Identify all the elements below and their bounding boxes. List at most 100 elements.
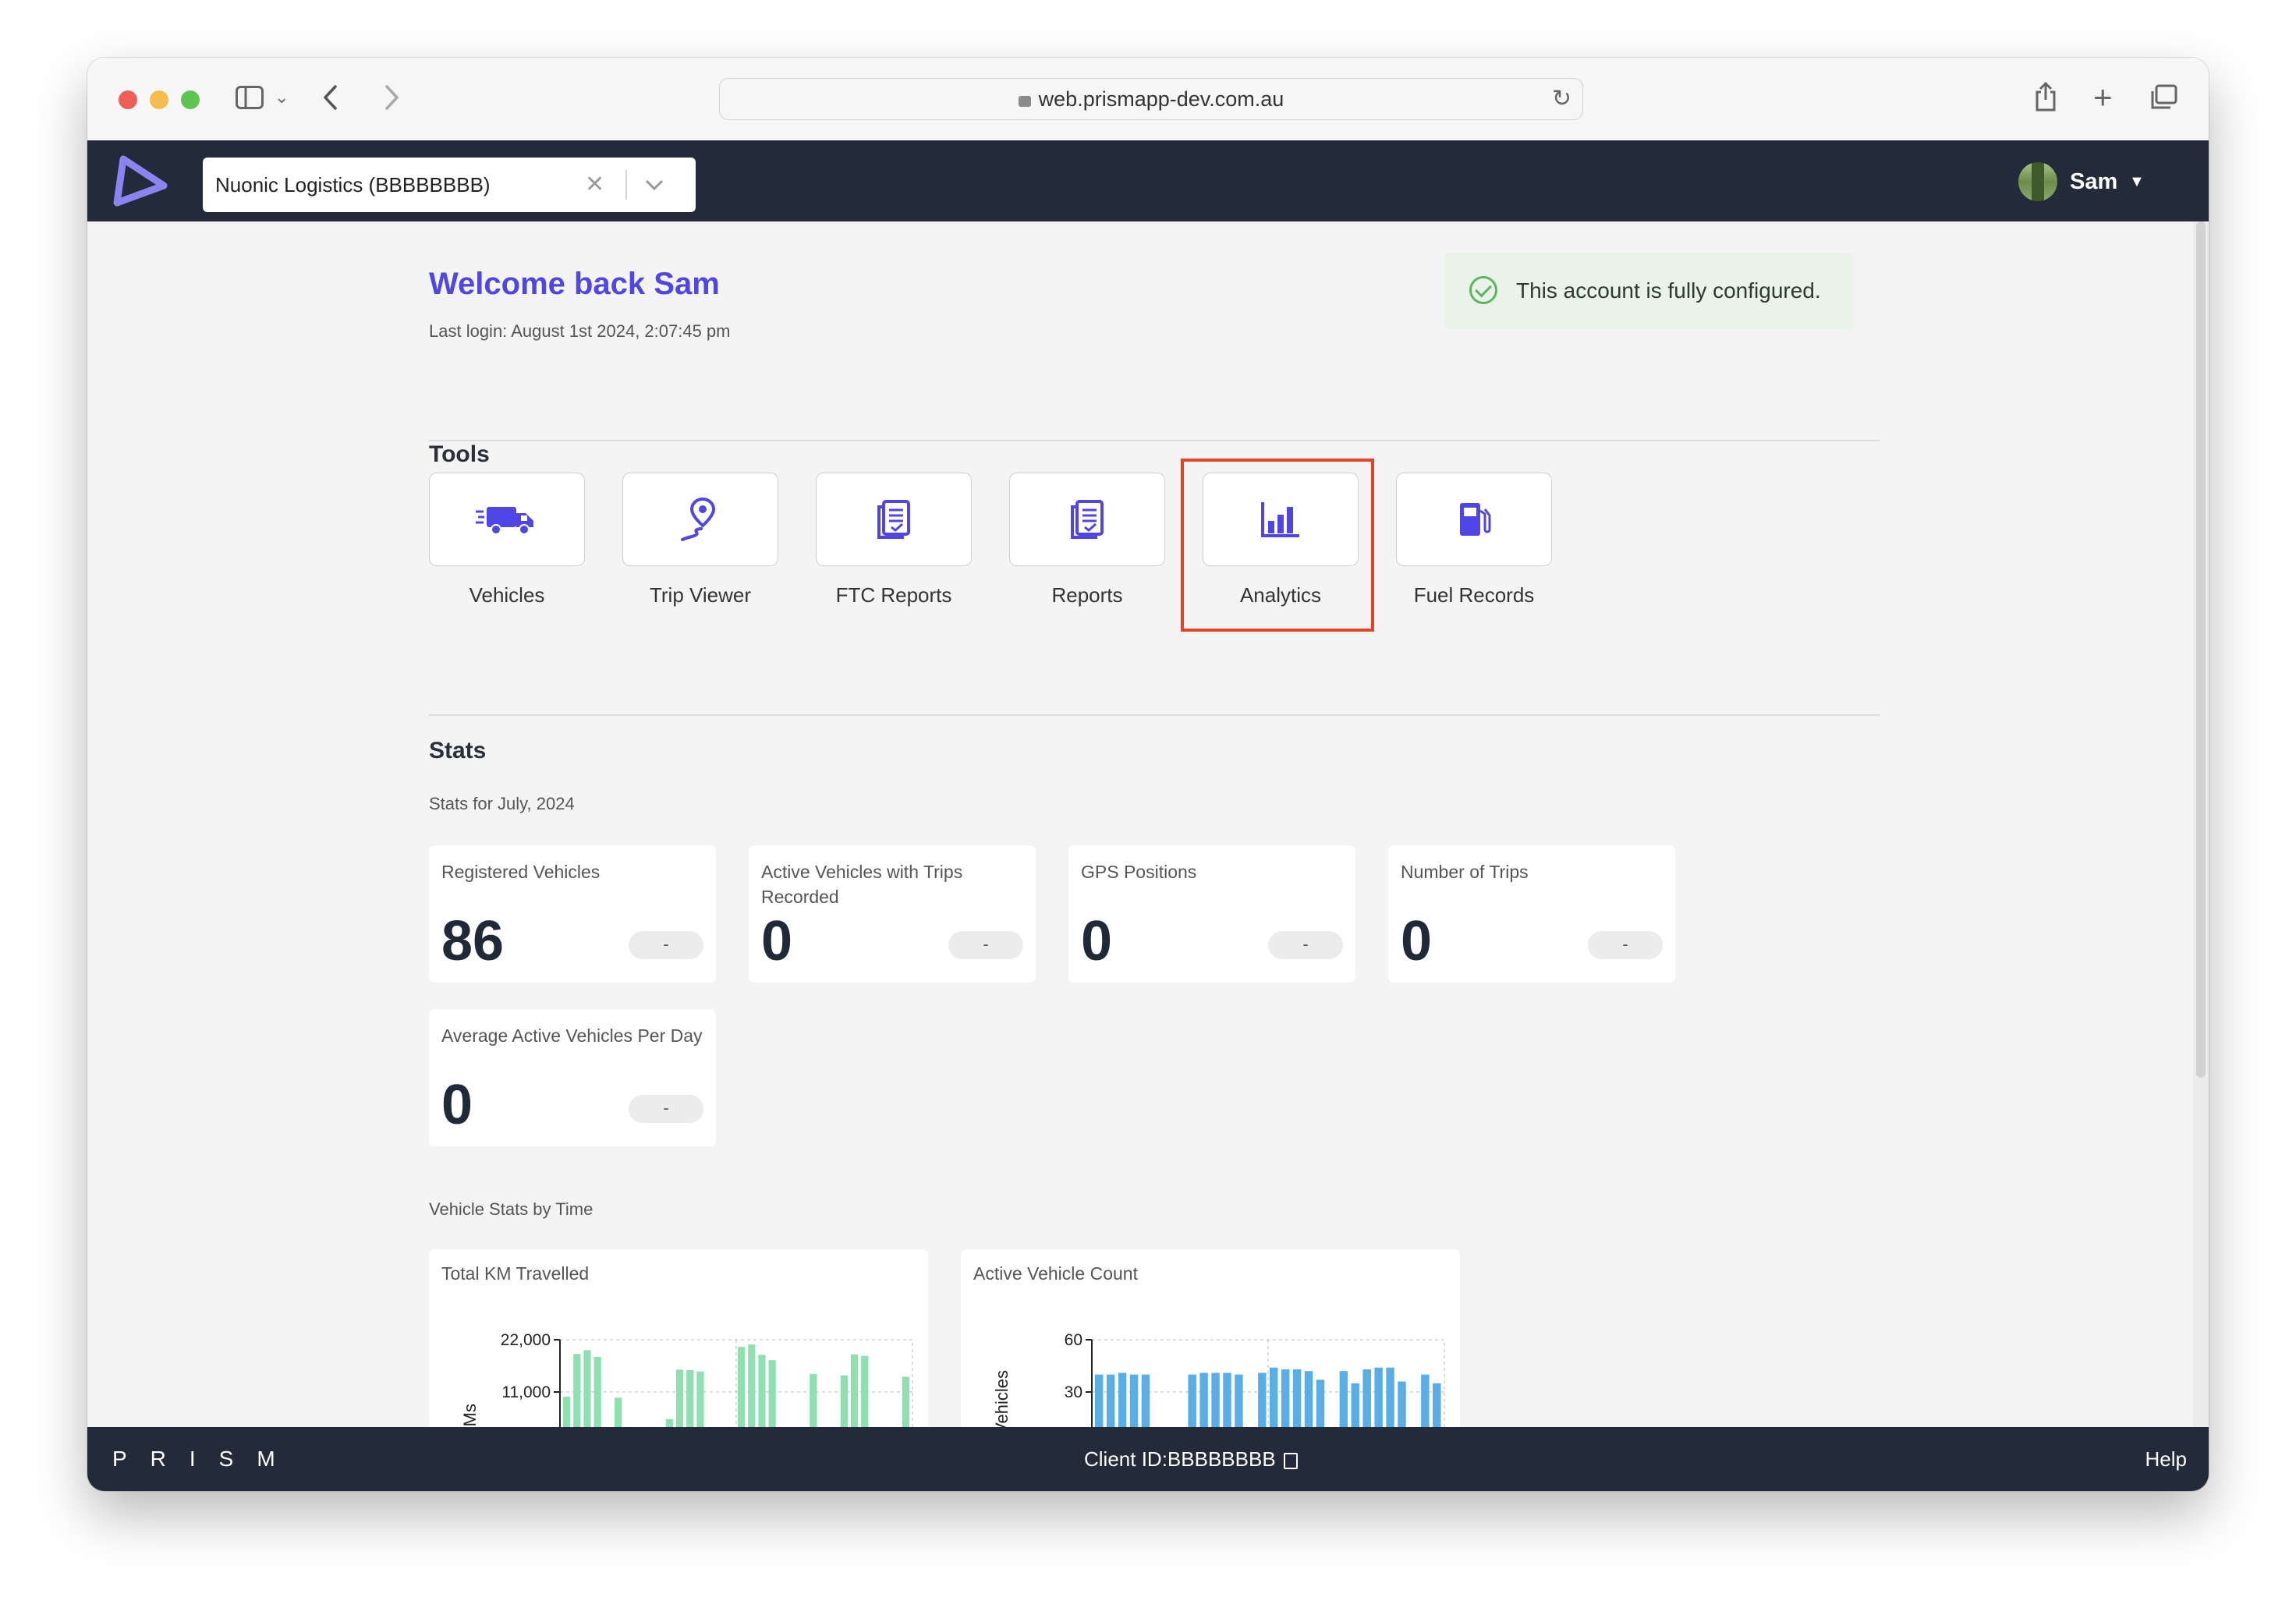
tool-analytics-button[interactable] (1203, 473, 1359, 566)
tool-trip-viewer-button[interactable] (622, 473, 778, 566)
tool-fuel-records[interactable]: Fuel Records (1396, 473, 1552, 607)
tool-vehicles-button[interactable] (429, 473, 585, 566)
status-text: This account is fully configured. (1516, 278, 1821, 303)
chart-bar (1118, 1372, 1127, 1427)
chart-bar (902, 1376, 910, 1427)
tool-analytics[interactable]: Analytics (1203, 473, 1359, 607)
chart-bar (1374, 1367, 1383, 1427)
app-header: Nuonic Logistics (BBBBBBBB) ✕ Sam ▼ (87, 140, 2209, 221)
chart-bar (738, 1347, 746, 1427)
chart-bar (1211, 1372, 1220, 1427)
reload-icon[interactable]: ↻ (1551, 86, 1571, 112)
chart-bar (861, 1355, 869, 1427)
stat-card-value: 0 (1081, 910, 1113, 972)
minimize-window-button[interactable] (150, 90, 168, 109)
caret-down-icon[interactable]: ▼ (2129, 173, 2145, 190)
stat-change-badge: - (629, 931, 703, 959)
chart-bar (675, 1369, 684, 1427)
sidebar-toggle-icon[interactable] (236, 86, 264, 114)
share-icon[interactable] (2034, 81, 2057, 117)
lock-icon (1018, 96, 1031, 107)
y-tick-label: 11,000 (501, 1383, 551, 1401)
chart-bar (1270, 1367, 1278, 1427)
chart-bar (1362, 1369, 1371, 1427)
stat-card-average-active-vehicles: Average Active Vehicles Per Day 0 - (429, 1009, 716, 1146)
stat-card-title: GPS Positions (1081, 862, 1197, 882)
y-tick-label: 22,000 (501, 1331, 551, 1349)
tool-ftc-reports[interactable]: FTC Reports (816, 473, 972, 607)
app-footer: PRISM Client ID:BBBBBBBB Help (87, 1427, 2209, 1491)
forward-icon[interactable] (384, 84, 401, 115)
stat-card-title: Number of Trips (1401, 862, 1529, 882)
client-id[interactable]: Client ID:BBBBBBBB (1084, 1427, 1298, 1491)
tool-ftc-reports-button[interactable] (816, 473, 972, 566)
prism-logo-icon[interactable] (112, 154, 168, 207)
stat-card-active-vehicles: Active Vehicles with Trips Recorded 0 - (749, 845, 1036, 983)
last-login-text: Last login: August 1st 2024, 2:07:45 pm (429, 321, 731, 341)
tool-trip-viewer-label: Trip Viewer (649, 583, 752, 607)
tool-trip-viewer[interactable]: Trip Viewer (622, 473, 778, 607)
vehicle-stats-title: Vehicle Stats by Time (429, 1199, 593, 1219)
stat-change-badge: - (948, 931, 1023, 959)
fuel-pump-icon (1460, 503, 1491, 536)
chart-bar (748, 1344, 756, 1427)
chart-bar (1292, 1369, 1302, 1427)
chart-bar (840, 1375, 848, 1427)
chart-bar (1281, 1369, 1290, 1427)
user-name[interactable]: Sam (2070, 169, 2118, 194)
organization-select[interactable]: Nuonic Logistics (BBBBBBBB) ✕ (203, 158, 696, 212)
tool-fuel-records-button[interactable] (1396, 473, 1552, 566)
chart-bar (1304, 1371, 1313, 1427)
scrollbar-thumb[interactable] (2196, 221, 2206, 1078)
clear-icon[interactable]: ✕ (585, 172, 605, 197)
active-vehicle-count-chart: Vehicles 60 30 (992, 1331, 1445, 1427)
tools-section-title: Tools (429, 441, 490, 467)
chart-bar (1199, 1372, 1208, 1427)
stat-card-number-of-trips: Number of Trips 0 - (1388, 845, 1675, 983)
divider (429, 714, 1880, 716)
stat-card-gps-positions: GPS Positions 0 - (1068, 845, 1355, 983)
copy-icon[interactable] (1283, 1453, 1298, 1469)
chart-bar (768, 1360, 776, 1427)
chart-bar (1188, 1374, 1196, 1427)
chart-bar (686, 1369, 694, 1427)
total-km-chart: KMs 22,000 11,000 (460, 1331, 913, 1427)
stat-change-badge: - (1268, 931, 1343, 959)
new-tab-icon[interactable]: + (2093, 79, 2113, 115)
stat-card-title: Registered Vehicles (441, 862, 601, 882)
chart-card-active-vehicle-count: Active Vehicle Count Vehicles 60 30 (961, 1249, 1460, 1427)
maximize-window-button[interactable] (181, 90, 200, 109)
help-link[interactable]: Help (2145, 1447, 2187, 1471)
chart-bar (1141, 1374, 1150, 1427)
footer-brand: PRISM (112, 1447, 299, 1471)
browser-toolbar: ⌄ web.prismapp-dev.com.au ↻ + (87, 58, 2209, 141)
chart-title: Total KM Travelled (441, 1263, 590, 1284)
chart-bar (1223, 1372, 1231, 1427)
main-content: Welcome back Sam Last login: August 1st … (87, 221, 2209, 1427)
scrollbar[interactable] (2193, 221, 2209, 1427)
chevron-down-icon[interactable]: ⌄ (275, 87, 289, 107)
address-bar[interactable]: web.prismapp-dev.com.au ↻ (719, 78, 1583, 120)
document-icon (1071, 500, 1104, 539)
tab-overview-icon[interactable] (2149, 84, 2177, 115)
user-menu[interactable]: Sam ▼ (2018, 162, 2151, 201)
bar-chart-icon (1261, 502, 1299, 537)
chart-title: Active Vehicle Count (973, 1263, 1138, 1284)
page-title: Welcome back Sam (429, 267, 720, 301)
stat-change-badge: - (1588, 931, 1663, 959)
tool-reports[interactable]: Reports (1009, 473, 1165, 607)
tool-reports-button[interactable] (1009, 473, 1165, 566)
chart-bar (583, 1350, 591, 1427)
tool-vehicles[interactable]: Vehicles (429, 473, 585, 607)
organization-select-value: Nuonic Logistics (BBBBBBBB) (215, 173, 491, 197)
avatar[interactable] (2018, 162, 2057, 201)
back-icon[interactable] (321, 84, 338, 115)
chart-bar (1433, 1383, 1441, 1427)
chart-bar (573, 1354, 581, 1427)
close-window-button[interactable] (119, 90, 137, 109)
tool-vehicles-label: Vehicles (469, 583, 545, 607)
stat-card-value: 86 (441, 910, 505, 972)
chart-bar (1095, 1374, 1104, 1427)
chevron-down-icon[interactable] (644, 158, 664, 211)
map-pin-icon (681, 498, 716, 541)
